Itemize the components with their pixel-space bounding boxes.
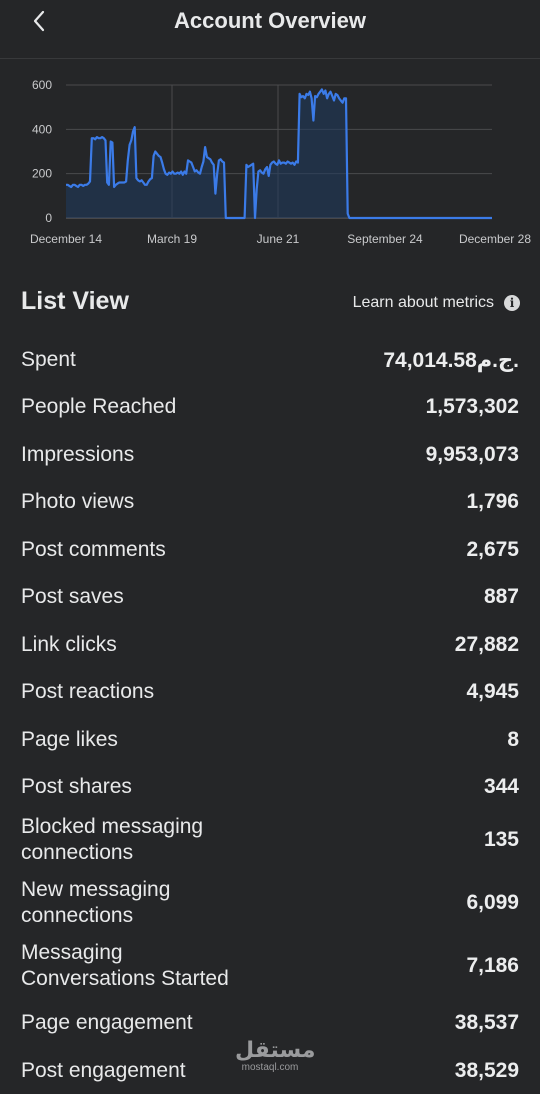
metric-row: Messaging Conversations Started 7,186: [21, 938, 519, 994]
metric-value: 8: [507, 728, 519, 751]
metric-row: Spent 74,014.58ج.م.: [21, 343, 519, 377]
metric-value: 4,945: [466, 680, 519, 703]
metric-value: 887: [483, 585, 519, 608]
watermark-sub: mostaql.com: [241, 1062, 299, 1073]
metric-value: 74,014.58ج.م.: [383, 348, 519, 372]
metric-row: Page engagement 38,537: [21, 1006, 519, 1040]
metric-value: 344: [483, 775, 519, 798]
chart-x-tick-label: June 21: [257, 232, 300, 246]
metric-value: 1,796: [466, 490, 519, 513]
metric-label: Post reactions: [21, 680, 155, 703]
metric-row: Impressions 9,953,073: [21, 438, 519, 472]
metric-label: Post comments: [21, 538, 166, 561]
metric-value: 38,529: [454, 1059, 519, 1082]
metric-value: 9,953,073: [425, 443, 519, 466]
learn-about-metrics-label: Learn about metrics: [352, 294, 494, 311]
metric-label: Photo views: [21, 490, 135, 513]
metric-row: Post engagement 38,529: [21, 1054, 519, 1088]
metric-label: Spent: [21, 348, 76, 371]
chart-x-tick-label: December 28: [459, 232, 531, 246]
metric-row: Post saves 887: [21, 580, 519, 614]
metric-value: 38,537: [454, 1011, 519, 1034]
chart-svg: 600 400 200 0 December 14 March 19 June 21 Sept…: [30, 78, 531, 246]
page-title: Account Overview: [174, 8, 366, 33]
metric-label: People Reached: [21, 395, 177, 418]
learn-about-metrics-link[interactable]: Learn about metrics i: [353, 294, 520, 312]
metric-label: Page likes: [21, 728, 118, 751]
metric-label: Blocked messaging connections: [21, 815, 204, 864]
metric-row: Post reactions 4,945: [21, 675, 519, 709]
metric-value: 27,882: [454, 633, 519, 656]
chart-x-tick-label: March 19: [147, 232, 197, 246]
metric-row: Post comments 2,675: [21, 533, 519, 567]
back-button[interactable]: [22, 6, 56, 36]
metric-row: Blocked messaging connections 135: [21, 812, 519, 868]
metric-value: 2,675: [466, 538, 519, 561]
chevron-left-icon: [33, 10, 45, 32]
chart-x-tick-label: September 24: [347, 232, 423, 246]
metric-row: Post shares 344: [21, 770, 519, 804]
metric-label: Post saves: [21, 585, 124, 608]
metric-label: Impressions: [21, 443, 135, 466]
chart-y-tick-label: 600: [32, 78, 52, 92]
top-app-bar: Account Overview: [0, 0, 540, 59]
metric-value: 1,573,302: [425, 395, 519, 418]
info-icon: i: [504, 295, 520, 311]
metric-value: 6,099: [466, 891, 519, 914]
metric-label: Post engagement: [21, 1059, 186, 1082]
metric-label: Post shares: [21, 775, 132, 798]
list-view-title: List View: [21, 287, 129, 315]
metric-label: New messaging connections: [21, 878, 171, 927]
metric-value: 135: [483, 828, 519, 851]
metric-row: People Reached 1,573,302: [21, 390, 519, 424]
chart-area-fill: [66, 89, 492, 219]
metric-value: 7,186: [466, 954, 519, 977]
chart-x-tick-label: December 14: [30, 232, 102, 246]
chart-series-line: [66, 88, 492, 220]
watermark-logo: مستقل mostaql.com: [235, 1038, 316, 1074]
metric-label: Link clicks: [21, 633, 117, 656]
metric-row: Page likes 8: [21, 723, 519, 757]
spend-chart: 600 400 200 0 December 14 March 19 June 21 Sept…: [0, 66, 540, 256]
metric-row: Photo views 1,796: [21, 485, 519, 519]
metric-label: Page engagement: [21, 1011, 193, 1034]
chart-y-tick-label: 0: [45, 211, 52, 225]
watermark-main: مستقل: [235, 1038, 316, 1063]
metric-row: Link clicks 27,882: [21, 628, 519, 662]
metric-row: New messaging connections 6,099: [21, 875, 519, 931]
chart-y-tick-label: 200: [32, 167, 52, 181]
chart-y-tick-label: 400: [32, 122, 52, 136]
metric-label: Messaging Conversations Started: [21, 941, 229, 990]
